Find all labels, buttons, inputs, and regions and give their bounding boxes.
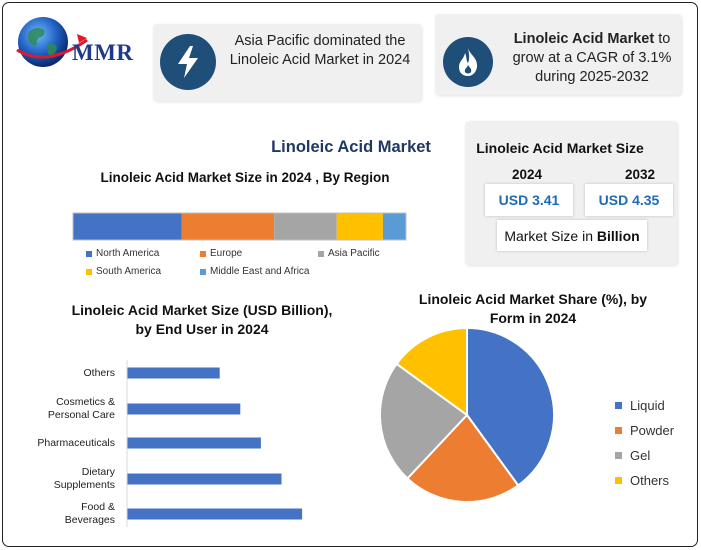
legend-label: Others (630, 473, 670, 488)
pie-legend-item: Gel (615, 448, 650, 463)
region-legend-item: South America (86, 266, 161, 277)
legend-swatch (86, 268, 92, 275)
globe-icon (16, 17, 88, 67)
value-2024: USD 3.41 (485, 184, 573, 216)
flame-icon (443, 37, 493, 87)
pie-slice-others (395, 326, 468, 417)
value-2032: USD 4.35 (585, 184, 673, 216)
market-size-card: Linoleic Acid Market Size 2024 2032 USD … (465, 121, 677, 265)
region-segment-europe (181, 213, 275, 240)
region-chart-title: Linoleic Acid Market Size in 2024 , By R… (100, 170, 390, 185)
legend-swatch (615, 402, 622, 409)
cagr-card: Linoleic Acid Market to grow at a CAGR o… (435, 14, 681, 95)
card2-line2: grow at a CAGR of 3.1% (512, 50, 672, 66)
enduser-category-label: Others (83, 366, 115, 379)
legend-label: Gel (630, 448, 651, 463)
unit-label: Market Size in Billion (497, 220, 647, 251)
asia-pacific-card: Asia Pacific dominated the Linoleic Acid… (153, 24, 421, 101)
legend-label: Powder (630, 423, 675, 438)
legend-swatch (318, 250, 324, 257)
card2-line3: during 2025-2032 (535, 69, 649, 85)
legend-label: Middle East and Africa (210, 266, 310, 277)
enduser-bar (127, 367, 220, 379)
unit-prefix: Market Size in (504, 227, 597, 244)
enduser-title-line1: Linoleic Acid Market Size (USD Billion), (71, 302, 333, 318)
legend-swatch (86, 250, 92, 257)
region-bar-border (72, 212, 407, 241)
year-2024: 2024 (511, 167, 543, 182)
pie-title-line2: Form in 2024 (489, 310, 577, 326)
legend-label: Asia Pacific (328, 248, 380, 259)
pie-title-line1: Linoleic Acid Market Share (%), by (418, 291, 648, 307)
pie-legend-item: Powder (615, 423, 674, 438)
enduser-bar (127, 437, 261, 449)
legend-label: Liquid (630, 398, 665, 413)
region-segment-middle-east-and-africa (382, 213, 406, 240)
legend-label: Europe (210, 248, 243, 259)
pie-slice-gel (379, 362, 469, 480)
pie-slice-powder (406, 413, 520, 503)
pie-legend-item: Liquid (615, 398, 665, 413)
card1-line2: Linoleic Acid Market in 2024 (229, 52, 411, 68)
legend-swatch (200, 268, 206, 275)
pie-legend-item: Others (615, 473, 669, 488)
market-size-title: Linoleic Acid Market Size (476, 140, 644, 156)
enduser-category-label: Pharmaceuticals (37, 436, 115, 449)
enduser-category-label: Food & Beverages (64, 501, 115, 526)
enduser-bar (127, 473, 282, 485)
legend-label: North America (96, 248, 160, 259)
region-segment-north-america (73, 213, 182, 240)
enduser-category-label: Dietary Supplements (53, 466, 115, 491)
pie-slice-liquid (466, 326, 555, 487)
enduser-category-label: Cosmetics & Personal Care (47, 396, 115, 421)
region-chart (72, 212, 407, 241)
region-legend-item: North America (86, 248, 159, 259)
card1-line1: Asia Pacific dominated the (234, 33, 406, 49)
region-segment-asia-pacific (274, 213, 337, 240)
logo-text: MMR (72, 40, 134, 65)
year-2032: 2032 (624, 167, 656, 182)
enduser-chart-title: Linoleic Acid Market Size (USD Billion),… (52, 301, 352, 339)
lightning-icon (160, 34, 216, 90)
pie-chart-title: Linoleic Acid Market Share (%), by Form … (402, 290, 664, 328)
card2-bold: Linoleic Acid Market (513, 31, 655, 47)
enduser-title-line2: by End User in 2024 (135, 321, 269, 337)
legend-swatch (615, 477, 622, 484)
enduser-bar (127, 508, 303, 520)
legend-swatch (615, 427, 622, 434)
page-title: Linoleic Acid Market (271, 138, 431, 156)
region-legend-item: Europe (200, 248, 242, 259)
legend-label: South America (96, 266, 162, 277)
unit-bold: Billion (596, 227, 640, 244)
region-legend-item: Middle East and Africa (200, 266, 310, 277)
enduser-bar (127, 403, 241, 415)
mmr-logo: MMR (15, 14, 145, 70)
card2-rest: to (654, 31, 671, 47)
region-legend-item: Asia Pacific (318, 248, 380, 259)
region-segment-south-america (336, 213, 383, 240)
legend-swatch (200, 250, 206, 257)
legend-swatch (615, 452, 622, 459)
